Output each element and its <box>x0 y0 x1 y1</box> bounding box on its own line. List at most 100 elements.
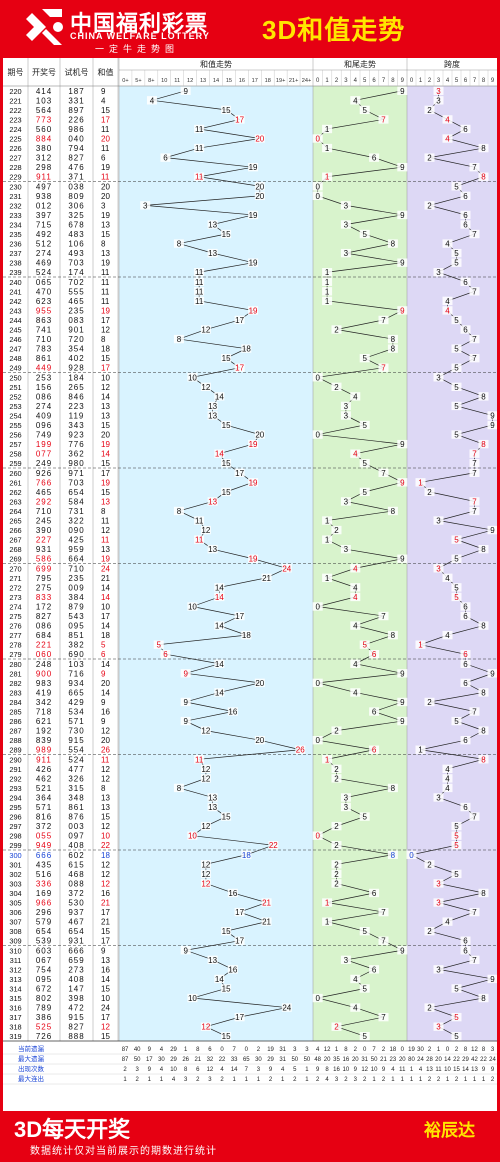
span-point-bg <box>478 392 489 401</box>
test-number: 106 <box>68 240 84 249</box>
span-point-bg <box>433 898 444 907</box>
tail-point: 9 <box>400 555 405 564</box>
sum-point-bg <box>227 965 238 974</box>
tail-point-bg <box>397 478 408 487</box>
draw-number: 863 <box>36 316 52 325</box>
sum-point: 17 <box>235 316 244 325</box>
issue-number: 263 <box>9 497 21 506</box>
tail-point: 4 <box>353 593 358 602</box>
span-point-bg <box>478 544 489 554</box>
span-point: 7 <box>472 287 477 296</box>
sum-point-bg <box>248 162 259 172</box>
brand-name: 中国福利彩票 <box>70 11 209 36</box>
span-point-bg <box>469 229 480 239</box>
sum-value: 19 <box>101 555 110 564</box>
span-point: 7 <box>472 335 477 344</box>
stats-tail-value: 21 <box>380 1057 387 1063</box>
stats-sum-value: 3 <box>184 1077 188 1083</box>
sum-point-bg <box>234 363 245 372</box>
sum-value: 19 <box>101 163 110 172</box>
draw-number: 245 <box>36 517 52 526</box>
draw-number: 227 <box>36 536 52 545</box>
tail-point-bg <box>312 678 323 688</box>
span-point-bg <box>469 287 480 296</box>
span-point: 6 <box>463 220 468 229</box>
tail-point: 4 <box>353 660 358 669</box>
issue-number: 252 <box>9 392 21 401</box>
tail-point: 5 <box>362 1032 367 1041</box>
footer-title: 3D每天开奖 <box>14 1117 131 1142</box>
span-point: 8 <box>481 755 486 764</box>
sum-point: 15 <box>222 354 231 363</box>
sum-bin-label: 24+ <box>302 78 312 84</box>
sum-value: 14 <box>101 660 110 669</box>
span-point-bg <box>451 258 462 267</box>
tail-point: 0 <box>315 373 320 382</box>
stats-sum-value: 31 <box>279 1057 286 1063</box>
sum-value: 13 <box>101 220 110 229</box>
span-point: 4 <box>445 631 450 640</box>
span-point: 5 <box>454 431 459 440</box>
tail-point: 6 <box>372 708 377 717</box>
sum-point-bg <box>261 573 272 583</box>
sum-value: 11 <box>101 278 110 287</box>
test-number: 147 <box>68 984 84 993</box>
span-point: 7 <box>472 163 477 172</box>
issue-number: 273 <box>9 593 21 602</box>
tail-point-bg <box>397 716 408 726</box>
tail-point: 8 <box>391 784 396 793</box>
sum-point: 10 <box>188 373 197 382</box>
tail-point-bg <box>378 907 389 917</box>
stats-span-value: 28 <box>426 1057 433 1063</box>
sum-point-bg <box>194 516 205 525</box>
span-point: 6 <box>463 278 468 287</box>
span-point-bg <box>469 707 480 716</box>
tail-point-bg <box>340 497 351 506</box>
sum-value: 14 <box>101 688 110 697</box>
sum-value: 10 <box>101 373 110 382</box>
sum-value: 18 <box>101 345 110 354</box>
span-point-bg <box>460 802 471 812</box>
issue-number: 248 <box>9 354 21 363</box>
draw-number: 386 <box>36 1013 52 1022</box>
stats-sum-value: 87 <box>122 1057 129 1063</box>
issue-number: 307 <box>9 918 21 927</box>
span-point: 5 <box>454 316 459 325</box>
test-number: 476 <box>68 163 84 172</box>
tail-point: 0 <box>315 832 320 841</box>
issue-number: 299 <box>9 841 21 850</box>
stats-tail-value: 9 <box>316 1067 320 1073</box>
issue-number: 271 <box>9 574 21 583</box>
span-point: 4 <box>445 765 450 774</box>
tail-point: 4 <box>353 583 358 592</box>
tail-point: 3 <box>344 249 349 258</box>
sum-point-bg <box>173 334 184 344</box>
span-point: 7 <box>472 708 477 717</box>
span-point-bg <box>487 525 497 535</box>
tail-point: 8 <box>391 345 396 354</box>
draw-number: 462 <box>36 774 52 783</box>
span-point: 6 <box>463 803 468 812</box>
tail-point-bg <box>397 162 408 172</box>
tail-point-bg <box>387 506 398 516</box>
tail-point: 1 <box>325 574 330 583</box>
sum-point: 15 <box>222 488 231 497</box>
span-point-bg <box>460 220 471 229</box>
test-number: 408 <box>68 975 84 984</box>
stats-tail-value: 50 <box>371 1057 378 1063</box>
draw-number: 096 <box>36 421 52 430</box>
test-number: 382 <box>68 641 84 650</box>
span-point-bg <box>487 411 497 420</box>
tail-point: 1 <box>325 173 330 182</box>
issue-number: 270 <box>9 564 21 573</box>
tail-point: 3 <box>344 803 349 812</box>
draw-number: 983 <box>36 679 52 688</box>
sum-point: 11 <box>195 278 204 287</box>
draw-number: 067 <box>36 956 52 965</box>
test-number: 235 <box>68 574 84 583</box>
span-point-bg <box>451 248 462 258</box>
sum-point-bg <box>214 659 225 668</box>
sum-bin-label: 18 <box>265 78 271 84</box>
span-point-bg <box>460 277 471 286</box>
tail-point-bg <box>359 640 370 649</box>
